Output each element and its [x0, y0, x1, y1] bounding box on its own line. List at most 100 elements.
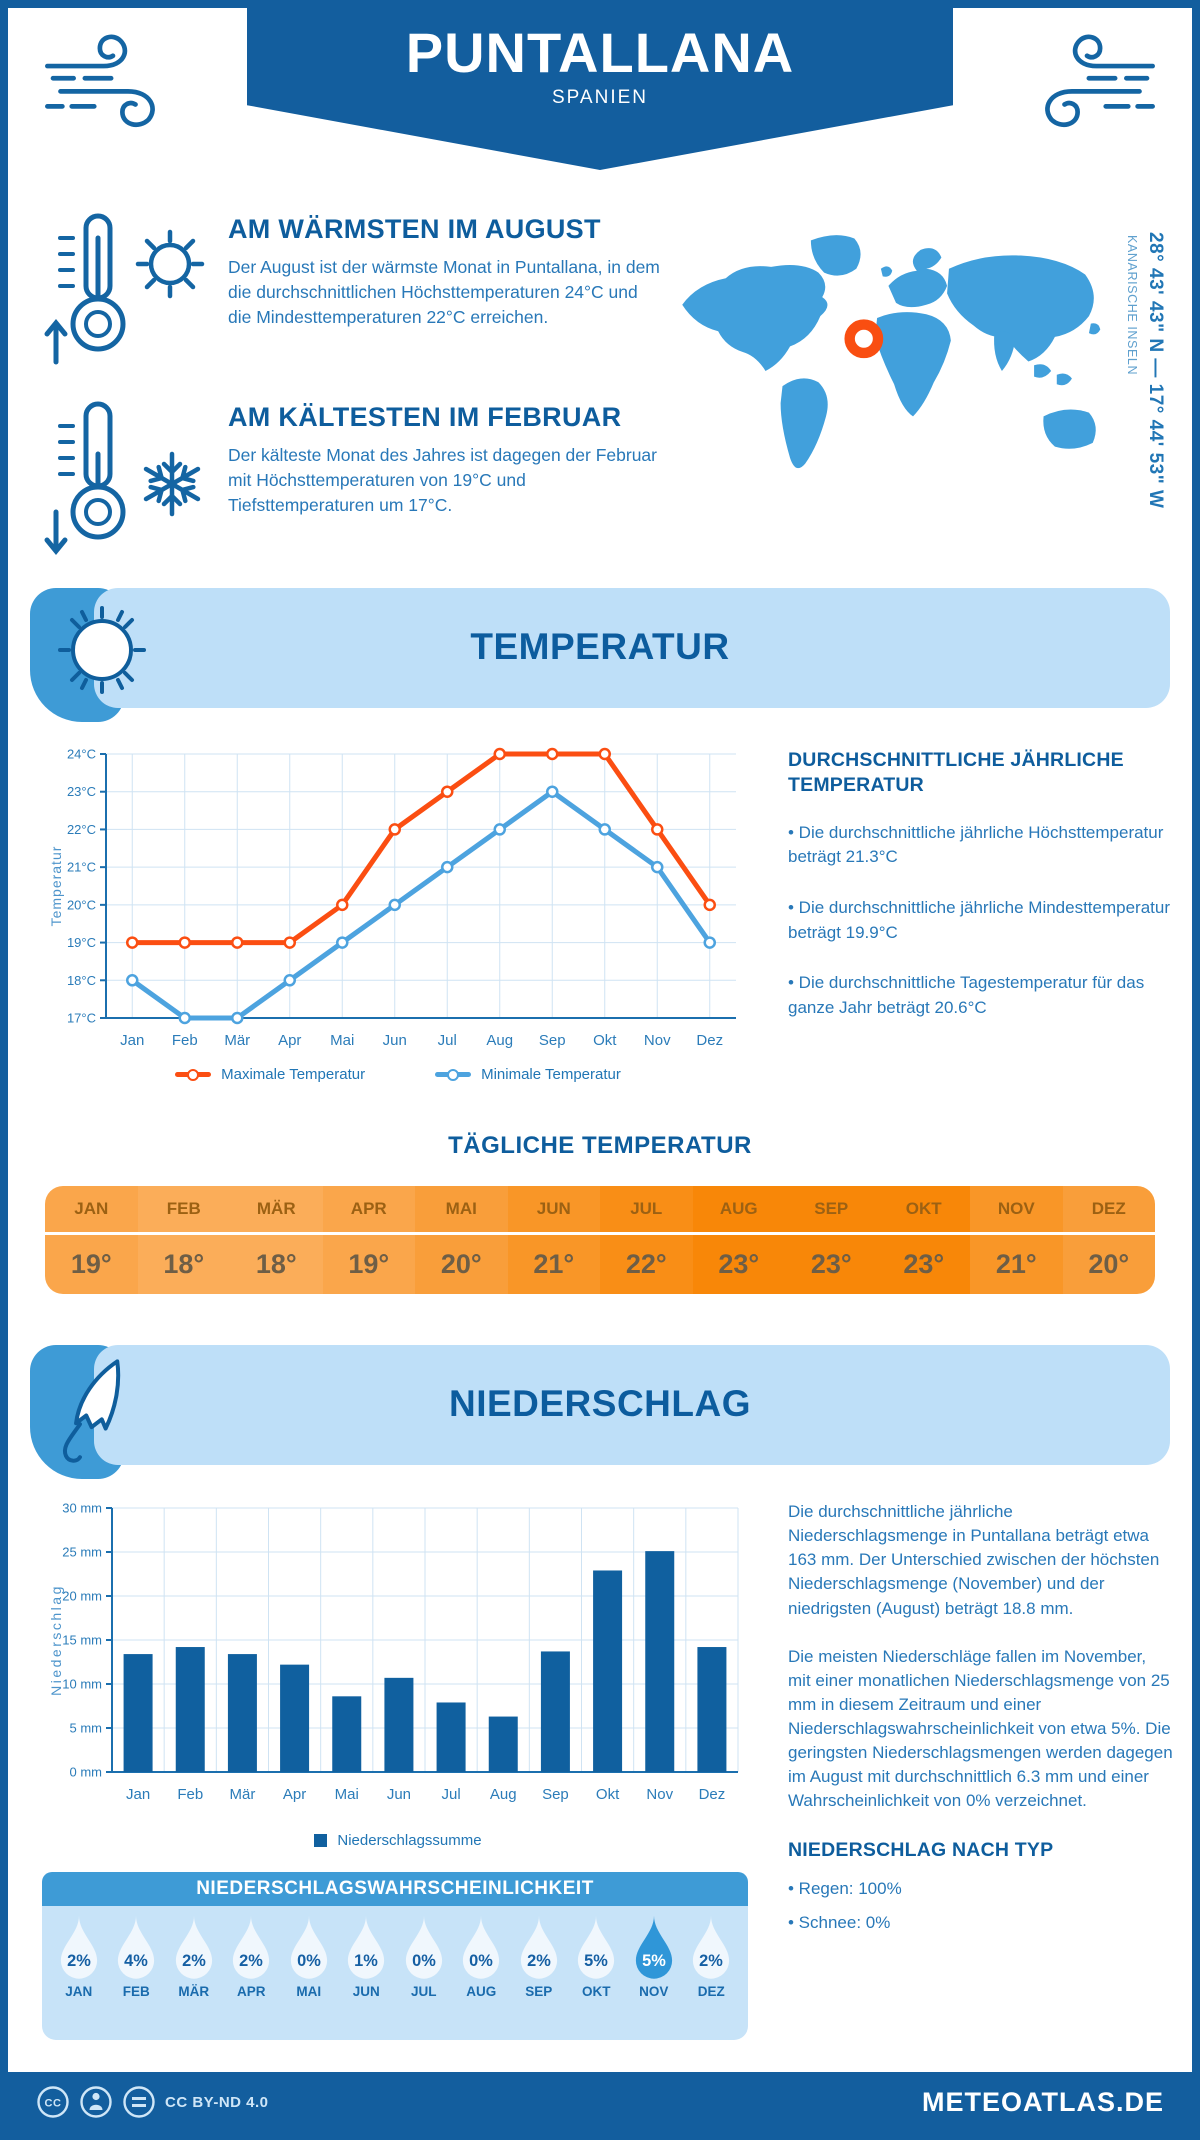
- daily-month-cell: NOV: [970, 1186, 1063, 1232]
- daily-temperature-title: TÄGLICHE TEMPERATUR: [448, 1132, 752, 1159]
- probability-droplet: 2% JAN: [52, 1914, 106, 1999]
- temperature-line-chart: 17°C 18°C 19°C 20°C 21°C 22°C 23°C 24°C Jan Feb Mä…: [48, 742, 748, 1062]
- probability-droplet: 2% DEZ: [684, 1914, 738, 1999]
- daily-value-cell: 19°: [45, 1232, 138, 1294]
- svg-text:Temperatur: Temperatur: [48, 846, 64, 927]
- svg-text:15 mm: 15 mm: [62, 1633, 102, 1648]
- svg-text:30 mm: 30 mm: [62, 1501, 102, 1516]
- precipitation-paragraph: Die meisten Niederschläge fallen im Nove…: [788, 1646, 1173, 1811]
- arrow-down-icon: [44, 509, 68, 555]
- svg-text:Mai: Mai: [335, 1786, 359, 1803]
- page-subtitle: SPANIEN: [551, 87, 648, 108]
- daily-month-cell: MÄR: [230, 1186, 323, 1232]
- header-banner: PUNTALLANA SPANIEN: [247, 8, 953, 170]
- daily-month-cell: OKT: [877, 1186, 970, 1232]
- daily-value-cell: 22°: [600, 1232, 693, 1294]
- umbrella-icon: [62, 1359, 121, 1463]
- daily-value-cell: 21°: [970, 1232, 1063, 1294]
- probability-title: NIEDERSCHLAGSWAHRSCHEINLICHKEIT: [42, 1872, 748, 1906]
- probability-month-label: NOV: [639, 1984, 669, 1999]
- svg-text:Dez: Dez: [696, 1032, 723, 1049]
- svg-text:2%: 2%: [699, 1952, 723, 1970]
- precipitation-bar-chart: 0 mm 5 mm 10 mm 15 mm 20 mm 25 mm 30 mm Jan Feb M…: [48, 1498, 748, 1814]
- wind-icon: [1045, 34, 1155, 128]
- warmest-month-block: AM WÄRMSTEN IM AUGUST Der August ist der…: [42, 208, 664, 379]
- probability-droplet: 2% SEP: [512, 1914, 566, 1999]
- probability-droplet: 5% NOV: [627, 1914, 681, 1999]
- coldest-month-block: AM KÄLTESTEN IM FEBRUAR Der kälteste Mon…: [42, 396, 664, 567]
- probability-month-label: OKT: [582, 1984, 611, 1999]
- svg-text:Jan: Jan: [126, 1786, 150, 1803]
- probability-droplet: 5% OKT: [569, 1914, 623, 1999]
- svg-text:0%: 0%: [297, 1952, 321, 1970]
- precipitation-banner: NIEDERSCHLAG: [30, 1345, 1170, 1479]
- daily-temperature-table: JAN FEB MÄR APR MAI JUN JUL AUG SEP OKT NOV DEZ 19°…: [45, 1186, 1155, 1294]
- probability-month-label: JUN: [352, 1984, 380, 1999]
- probability-droplet: 0% MAI: [282, 1914, 336, 1999]
- svg-text:Dez: Dez: [699, 1786, 726, 1803]
- precipitation-by-type-title: NIEDERSCHLAG NACH TYP: [788, 1838, 1054, 1861]
- svg-text:5%: 5%: [642, 1952, 666, 1970]
- svg-text:2%: 2%: [527, 1952, 551, 1970]
- svg-text:Sep: Sep: [539, 1032, 566, 1049]
- svg-text:2%: 2%: [67, 1952, 91, 1970]
- svg-text:0%: 0%: [412, 1952, 436, 1970]
- svg-text:Sep: Sep: [542, 1786, 569, 1803]
- temperature-banner: TEMPERATUR: [30, 588, 1170, 722]
- coldest-text: Der kälteste Monat des Jahres ist dagege…: [228, 445, 657, 515]
- svg-text:Mai: Mai: [330, 1032, 354, 1049]
- daily-month-cell: AUG: [692, 1186, 785, 1232]
- probability-month-label: FEB: [122, 1984, 150, 1999]
- legend-item-precip: Niederschlagssumme: [314, 1832, 482, 1849]
- svg-text:Niederschlag: Niederschlag: [48, 1584, 64, 1696]
- site-label: METEOATLAS.DE: [922, 2086, 1164, 2117]
- banner-bar: [94, 588, 1170, 708]
- svg-text:Jun: Jun: [387, 1786, 411, 1803]
- svg-text:Feb: Feb: [177, 1786, 203, 1803]
- daily-month-cell: APR: [322, 1186, 415, 1232]
- precipitation-text-panel: Die durchschnittliche jährliche Niedersc…: [788, 1500, 1173, 1946]
- cold-thermometer-icon: [42, 396, 218, 567]
- svg-text:Aug: Aug: [486, 1032, 513, 1049]
- probability-droplet: 2% APR: [224, 1914, 278, 1999]
- banner-bar: [94, 1345, 1170, 1465]
- probability-droplet: 2% MÄR: [167, 1914, 221, 1999]
- daily-month-cell: JUL: [600, 1186, 693, 1232]
- precipitation-banner-title: NIEDERSCHLAG: [448, 1383, 752, 1424]
- svg-text:2%: 2%: [239, 1952, 263, 1970]
- probability-droplet: 1% JUN: [339, 1914, 393, 1999]
- daily-month-cell: DEZ: [1062, 1186, 1155, 1232]
- legend-item-min: Minimale Temperatur: [435, 1066, 621, 1083]
- temperature-chart-legend: Maximale Temperatur Minimale Temperatur: [48, 1066, 748, 1083]
- daily-value-cell: 20°: [1062, 1232, 1155, 1294]
- cc-icon: CC: [37, 2086, 69, 2118]
- svg-text:Jun: Jun: [383, 1032, 407, 1049]
- region-label: KANARISCHE INSELN: [1125, 235, 1139, 376]
- svg-text:Aug: Aug: [490, 1786, 517, 1803]
- no-derivatives-icon: [123, 2086, 155, 2118]
- svg-text:2%: 2%: [182, 1952, 206, 1970]
- probability-droplet: 0% AUG: [454, 1914, 508, 1999]
- svg-text:19°C: 19°C: [67, 935, 96, 950]
- svg-text:24°C: 24°C: [67, 747, 96, 762]
- svg-text:CC: CC: [45, 2098, 62, 2110]
- probability-month-label: MAI: [296, 1984, 322, 1999]
- svg-text:Mär: Mär: [224, 1032, 250, 1049]
- coldest-title: AM KÄLTESTEN IM FEBRUAR: [228, 402, 622, 432]
- warmest-title: AM WÄRMSTEN IM AUGUST: [228, 214, 601, 244]
- daily-month-cell: MAI: [415, 1186, 508, 1232]
- attribution-icon: [80, 2086, 112, 2118]
- svg-text:17°C: 17°C: [67, 1011, 96, 1026]
- svg-text:18°C: 18°C: [67, 973, 96, 988]
- daily-value-cell: 20°: [415, 1232, 508, 1294]
- probability-month-label: JAN: [65, 1984, 93, 1999]
- daily-month-cell: JAN: [45, 1186, 138, 1232]
- svg-text:Okt: Okt: [593, 1032, 617, 1049]
- svg-text:Feb: Feb: [172, 1032, 198, 1049]
- location-marker: [844, 319, 884, 359]
- probability-month-label: SEP: [525, 1984, 553, 1999]
- daily-value-cell: 19°: [322, 1232, 415, 1294]
- svg-text:23°C: 23°C: [67, 784, 96, 799]
- svg-text:Nov: Nov: [644, 1032, 671, 1049]
